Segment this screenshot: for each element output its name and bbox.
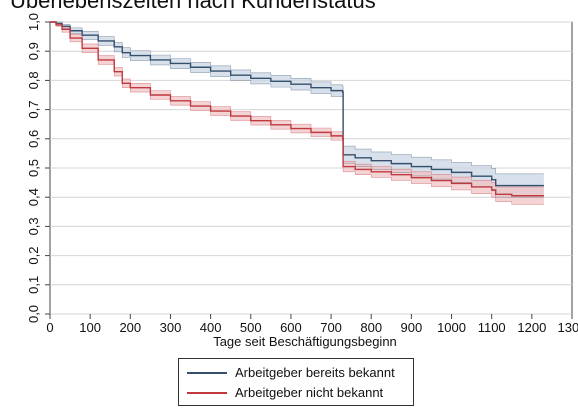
x-tick-label: 0	[46, 320, 53, 335]
legend-entry-unknown: Arbeitgeber nicht bekannt	[179, 383, 413, 403]
y-tick-label: 0,5	[26, 159, 41, 177]
y-tick-label: 0,3	[26, 217, 41, 235]
x-tick-label: 1100	[478, 320, 506, 335]
y-tick-label: 0,1	[26, 276, 41, 294]
confidence-band-0	[50, 22, 544, 198]
legend: Arbeitgeber bereits bekannt Arbeitgeber …	[178, 358, 414, 406]
legend-swatch-known	[187, 372, 227, 374]
legend-label-unknown: Arbeitgeber nicht bekannt	[235, 385, 384, 400]
ci-upper-line-0	[50, 21, 544, 175]
x-tick-label: 100	[79, 320, 101, 335]
y-tick-label: 0,6	[26, 130, 41, 148]
x-tick-label: 1000	[437, 320, 466, 335]
x-tick-label: 800	[360, 320, 382, 335]
series-line-1	[50, 21, 544, 197]
legend-entry-known: Arbeitgeber bereits bekannt	[179, 363, 413, 383]
ci-lower-line-0	[50, 21, 544, 198]
x-tick-label: 200	[119, 320, 141, 335]
y-tick-label: 0,8	[26, 71, 41, 89]
legend-swatch-unknown	[187, 392, 227, 394]
confidence-band-1	[50, 22, 544, 205]
x-tick-label: 300	[160, 320, 182, 335]
y-tick-label: 0,7	[26, 101, 41, 119]
x-tick-label: 600	[280, 320, 302, 335]
y-tick-label: 0,2	[26, 247, 41, 265]
x-axis-title: Tage seit Beschäftigungsbeginn	[213, 334, 397, 349]
x-tick-label: 700	[320, 320, 342, 335]
x-tick-label: 1300	[558, 320, 578, 335]
y-tick-label: 1,0	[26, 13, 41, 31]
y-tick-label: 0,0	[26, 305, 41, 323]
y-tick-label: 0,9	[26, 42, 41, 60]
x-tick-label: 900	[401, 320, 423, 335]
legend-label-known: Arbeitgeber bereits bekannt	[235, 365, 395, 380]
y-tick-label: 0,4	[26, 188, 41, 206]
ci-upper-line-1	[50, 21, 544, 188]
x-tick-label: 500	[240, 320, 262, 335]
series-line-0	[50, 21, 544, 187]
figure-header-text: Überlebenszeiten nach Kundenstatus	[10, 0, 376, 13]
x-tick-label: 400	[200, 320, 222, 335]
x-tick-label: 1200	[517, 320, 546, 335]
